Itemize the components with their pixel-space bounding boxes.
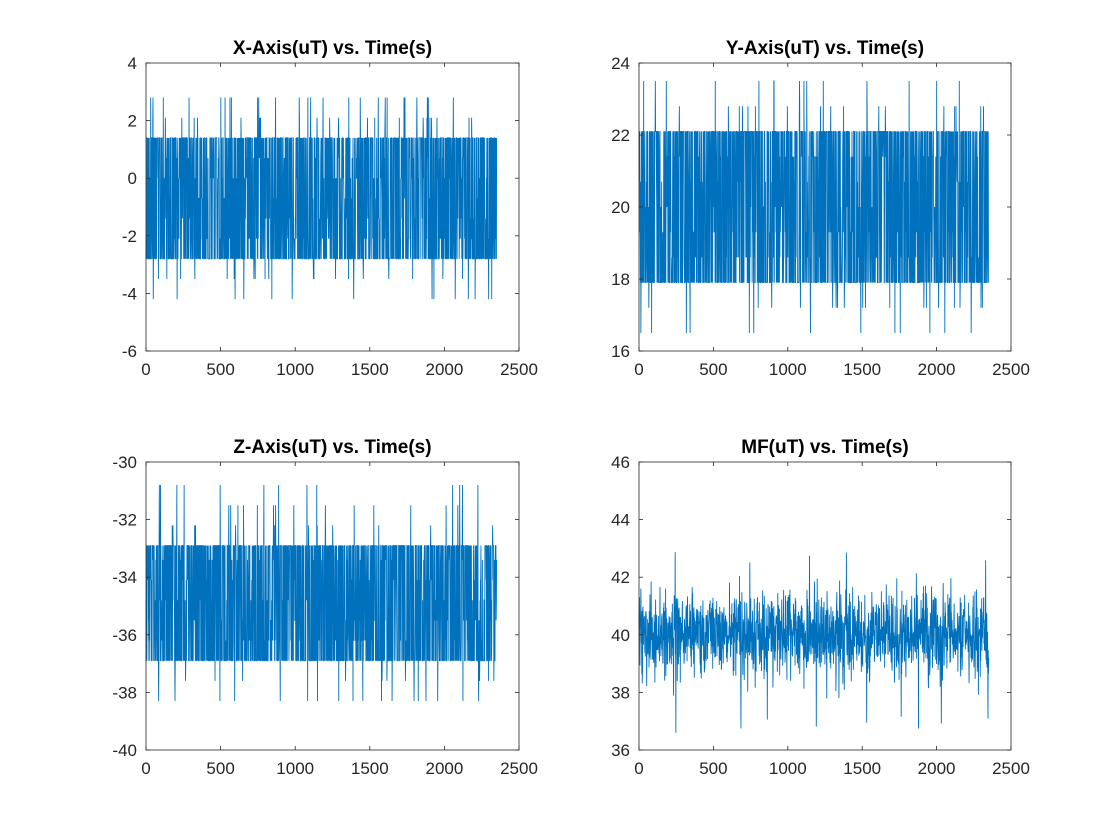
x-tick-label: 1500	[843, 759, 881, 778]
x-tick-label: 0	[634, 759, 643, 778]
y-tick-label: 36	[611, 741, 630, 760]
x-tick-label: 1500	[351, 759, 389, 778]
subplot-3: 0 500 1000 1500 2000 2500 -40 -38 -36 -34 -32 -30 Z-…	[112, 437, 537, 778]
y-tick-label: 20	[611, 198, 630, 217]
y-tick-label: 44	[611, 511, 630, 530]
x-tick-label: 1500	[351, 360, 389, 379]
y-tick-label: 42	[611, 568, 630, 587]
axes-frame	[638, 461, 1012, 751]
y-tick-label: -4	[122, 284, 137, 303]
y-tick-label: 16	[611, 342, 630, 361]
axes-frame	[145, 62, 520, 352]
x-tick-label: 2000	[425, 759, 463, 778]
plot-area	[639, 462, 1011, 750]
y-tick-label: -6	[122, 342, 137, 361]
y-tick-label: 4	[128, 54, 137, 73]
series-line	[638, 80, 990, 334]
chart-title: Z-Axis(uT) vs. Time(s)	[233, 437, 431, 458]
x-tick-label: 1000	[276, 360, 314, 379]
x-tick-label: 500	[206, 759, 234, 778]
chart-title: X-Axis(uT) vs. Time(s)	[233, 38, 432, 59]
y-tick-label: -32	[112, 511, 137, 530]
y-tick-label: 40	[611, 626, 630, 645]
x-tick-label: 2500	[500, 360, 538, 379]
x-tick-label: 500	[699, 360, 727, 379]
subplot-1: 0 500 1000 1500 2000 2500 -6 -4 -2 0 2 4 X-Axis(uT) …	[122, 38, 538, 379]
y-tick-label: -40	[112, 741, 137, 760]
x-tick-label: 0	[141, 360, 150, 379]
x-tick-label: 2500	[992, 360, 1030, 379]
y-tick-label: 0	[128, 169, 137, 188]
subplot-2: 0 500 1000 1500 2000 2500 16 18 20 22 24 Y-Axis(uT)…	[611, 38, 1030, 379]
axes-frame	[145, 461, 520, 751]
y-tick-label: 46	[611, 453, 630, 472]
y-tick-label: 38	[611, 683, 630, 702]
y-tick-label: 2	[128, 112, 137, 131]
x-tick-label: 2000	[425, 360, 463, 379]
y-tick-label: -36	[112, 626, 137, 645]
y-tick-label: -30	[112, 453, 137, 472]
y-tick-label: 24	[611, 54, 630, 73]
series-line	[145, 97, 498, 300]
x-tick-label: 1000	[769, 360, 807, 379]
x-tick-label: 1000	[276, 759, 314, 778]
x-tick-label: 2000	[918, 759, 956, 778]
series-line	[145, 485, 498, 702]
subplot-4: 0 500 1000 1500 2000 2500 36 38 40 42 44 46 MF(uT) v…	[611, 437, 1030, 778]
x-tick-label: 2500	[992, 759, 1030, 778]
y-tick-label: 18	[611, 270, 630, 289]
series-line	[638, 552, 990, 733]
x-tick-label: 2500	[500, 759, 538, 778]
x-tick-label: 0	[634, 360, 643, 379]
chart-title: Y-Axis(uT) vs. Time(s)	[726, 38, 924, 59]
y-tick-label: -38	[112, 683, 137, 702]
y-tick-label: 22	[611, 126, 630, 145]
x-tick-label: 1500	[843, 360, 881, 379]
x-tick-label: 1000	[769, 759, 807, 778]
y-tick-label: -34	[112, 568, 137, 587]
x-tick-label: 500	[699, 759, 727, 778]
x-tick-label: 500	[206, 360, 234, 379]
chart-title: MF(uT) vs. Time(s)	[741, 437, 909, 458]
x-tick-label: 0	[141, 759, 150, 778]
y-tick-label: -2	[122, 227, 137, 246]
x-tick-label: 2000	[918, 360, 956, 379]
